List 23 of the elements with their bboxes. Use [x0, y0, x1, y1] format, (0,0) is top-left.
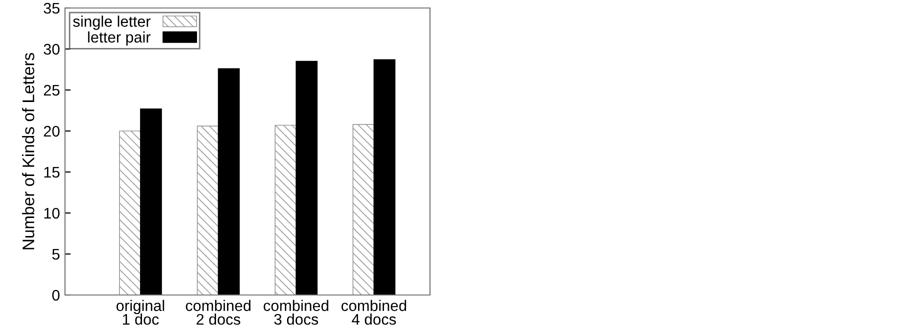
x-tick-label: combined 4 docs	[341, 300, 406, 325]
y-axis-title: Number of Kinds of Letters	[22, 52, 34, 250]
bar	[196, 126, 219, 295]
y-tick-label: 30	[44, 44, 60, 55]
legend-label: single letter	[73, 16, 151, 30]
y-tick-label: 5	[52, 249, 60, 260]
y-tick-label: 20	[44, 126, 60, 137]
bar	[218, 68, 240, 295]
x-tick-label: original 1 doc	[116, 300, 164, 325]
bar	[296, 60, 318, 295]
y-tick-label: 0	[52, 290, 60, 301]
y-tick-label: 35	[44, 2, 60, 14]
legend-label: letter pair	[88, 31, 151, 46]
y-tick-label: 10	[44, 208, 60, 219]
x-tick-label: combined 3 docs	[264, 300, 328, 325]
bar	[352, 124, 374, 295]
bar	[374, 59, 396, 295]
bar	[274, 124, 297, 295]
y-tick-label: 25	[44, 84, 60, 96]
bar	[119, 130, 141, 295]
x-tick-label: combined 2 docs	[186, 300, 250, 325]
bar	[140, 108, 162, 295]
y-tick-label: 15	[44, 167, 60, 178]
